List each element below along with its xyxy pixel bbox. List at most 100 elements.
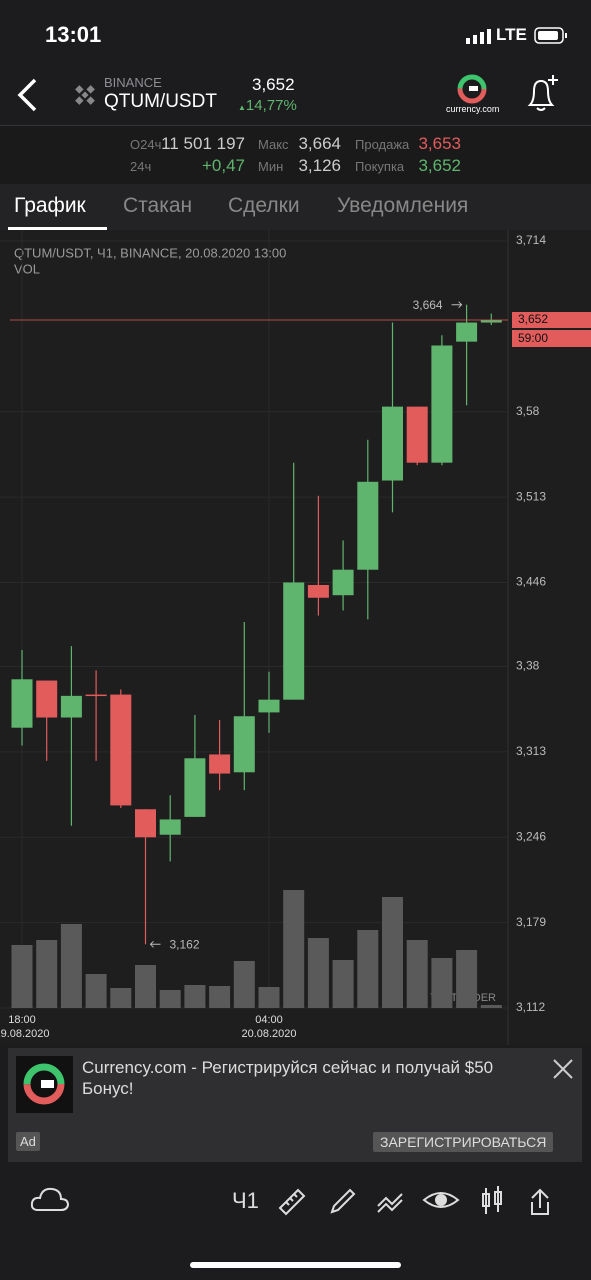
chart-title: QTUM/USDT, Ч1, BINANCE, 20.08.2020 13:00 xyxy=(14,245,286,260)
volume-bar xyxy=(431,958,453,1008)
ruler[interactable] xyxy=(278,1188,306,1216)
volume-bar xyxy=(332,960,354,1008)
candle-body xyxy=(382,406,403,481)
eye[interactable] xyxy=(422,1192,460,1208)
y-tick-label: 3,179 xyxy=(516,915,546,929)
candle-body xyxy=(209,754,231,774)
network: LTE xyxy=(496,25,527,44)
price: 3,652 xyxy=(252,75,295,94)
candle-body xyxy=(36,680,58,718)
x-tick-date: 20.08.2020 xyxy=(241,1028,296,1040)
candle-body xyxy=(11,679,33,728)
volume-bar xyxy=(283,890,305,1008)
volume-bar xyxy=(233,961,255,1008)
brand: currency.com xyxy=(446,104,500,114)
y-tick-label: 3,112 xyxy=(516,1000,545,1014)
clock: 13:01 xyxy=(45,22,102,47)
low-arrow xyxy=(149,940,161,948)
volume-bar xyxy=(456,950,478,1008)
stat-value: +0,47 xyxy=(201,156,245,175)
last-price-label: 3,652 xyxy=(518,312,548,326)
volume-bar xyxy=(184,985,206,1008)
candle-body xyxy=(184,758,206,817)
low-annotation: 3,162 xyxy=(170,937,200,951)
volume-bar xyxy=(357,930,379,1008)
tab[interactable]: Сделки xyxy=(228,194,300,217)
tab[interactable]: Уведомления xyxy=(337,194,469,217)
countdown-tag xyxy=(512,329,591,347)
high-arrow xyxy=(451,301,463,309)
candle-body xyxy=(357,481,379,570)
stat-value: 3,653 xyxy=(418,134,461,153)
stat-value: 3,126 xyxy=(298,156,341,175)
stat-label: Покупка xyxy=(355,159,405,174)
y-tick-label: 3,714 xyxy=(516,233,546,247)
change: ▲14,77% xyxy=(238,97,297,114)
volume-label: VOL xyxy=(14,261,40,276)
ad-badge: Ad xyxy=(16,1132,40,1151)
ad-close[interactable] xyxy=(552,1058,574,1080)
interval-button[interactable]: Ч1 xyxy=(232,1188,259,1213)
x-tick-date: 19.08.2020 xyxy=(0,1028,50,1040)
volume-bar xyxy=(209,986,231,1008)
candle-body xyxy=(258,699,280,713)
pen[interactable] xyxy=(330,1188,356,1214)
brand-logo[interactable] xyxy=(455,73,489,105)
candle-body xyxy=(85,694,107,697)
candle-body xyxy=(283,582,305,700)
stat-value: 3,664 xyxy=(298,134,341,153)
stat-label: Макс xyxy=(258,137,289,152)
pair: QTUM/USDT xyxy=(104,91,217,112)
stat-label: 24ч xyxy=(130,159,152,174)
volume-bar xyxy=(85,974,107,1008)
volume-bar xyxy=(135,965,156,1008)
x-tick-label: 18:00 xyxy=(8,1014,36,1026)
y-tick-label: 3,246 xyxy=(516,829,546,843)
y-tick-label: 3,313 xyxy=(516,744,546,758)
candles[interactable] xyxy=(482,1186,502,1214)
signal xyxy=(466,28,491,44)
cloud-button[interactable] xyxy=(30,1185,70,1215)
candle-body xyxy=(60,695,82,718)
tab[interactable]: Стакан xyxy=(123,194,193,217)
volume-bar xyxy=(307,938,329,1008)
last-price-tag xyxy=(512,311,591,328)
y-tick-label: 3,58 xyxy=(516,404,540,418)
y-tick-label: 3,38 xyxy=(516,659,540,673)
back-button[interactable] xyxy=(15,78,39,112)
stat-label: Продажа xyxy=(355,137,410,152)
binance-logo xyxy=(75,85,95,105)
countdown: 59:00 xyxy=(518,331,548,345)
candle-body xyxy=(431,345,453,463)
change-value: 14,77% xyxy=(245,97,297,114)
volume-bar xyxy=(258,987,280,1008)
y-tick-label: 3,446 xyxy=(516,575,546,589)
candle-body xyxy=(480,319,502,323)
share[interactable] xyxy=(531,1188,549,1215)
ad-logo xyxy=(16,1056,73,1113)
high-annotation: 3,664 xyxy=(413,298,443,312)
volume-bar xyxy=(11,945,33,1008)
stat-value: 3,652 xyxy=(418,156,461,175)
indicators[interactable] xyxy=(377,1193,403,1213)
alert-button[interactable] xyxy=(524,73,560,113)
status-icons: LTE xyxy=(466,25,570,45)
battery xyxy=(533,26,567,44)
toolbar-icons xyxy=(278,1186,549,1216)
candle-body xyxy=(406,406,428,463)
volume-bar xyxy=(480,1005,502,1008)
tabs xyxy=(0,184,591,230)
stats-panel xyxy=(0,125,591,185)
candle-body xyxy=(332,569,354,596)
y-tick-label: 3,513 xyxy=(516,489,546,503)
tab-indicator xyxy=(8,227,107,230)
ad-button[interactable]: ЗАРЕГИСТРИРОВАТЬСЯ xyxy=(373,1132,554,1152)
x-tick-label: 04:00 xyxy=(255,1014,283,1026)
tab[interactable]: График xyxy=(14,194,86,217)
candle-body xyxy=(135,809,156,838)
candle-body xyxy=(307,585,329,598)
volume-bar xyxy=(382,897,403,1008)
volume-bar xyxy=(406,940,428,1008)
volume-bar xyxy=(36,940,58,1008)
